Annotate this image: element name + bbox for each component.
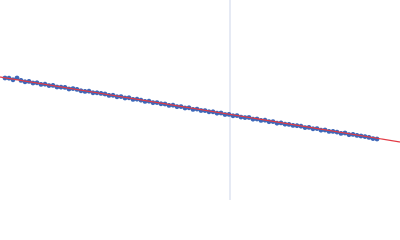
chart bbox=[0, 0, 400, 200]
fit-line bbox=[0, 76, 400, 143]
page: (() => { const data = JSON.parse(documen… bbox=[0, 0, 400, 200]
